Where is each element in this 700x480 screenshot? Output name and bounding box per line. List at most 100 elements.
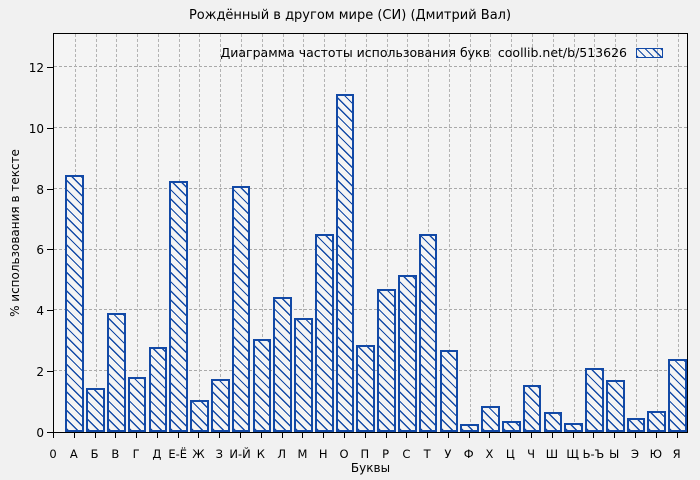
x-tick-mark bbox=[219, 433, 221, 438]
bar bbox=[668, 359, 687, 432]
bar bbox=[460, 424, 480, 432]
x-tick-mark bbox=[427, 433, 429, 438]
y-tick-label: 0 bbox=[36, 426, 44, 440]
x-tick-mark bbox=[572, 433, 574, 438]
bar bbox=[418, 234, 438, 432]
y-tick-label: 6 bbox=[36, 243, 44, 258]
bar bbox=[107, 313, 126, 432]
gridline-vertical bbox=[490, 34, 492, 432]
gridline-vertical bbox=[635, 34, 637, 432]
y-tick-mark bbox=[47, 127, 53, 129]
x-tick-mark bbox=[302, 433, 304, 438]
gridline-vertical bbox=[220, 34, 222, 432]
x-tick-mark bbox=[385, 433, 387, 438]
x-tick-mark bbox=[406, 433, 408, 438]
y-tick-label: 8 bbox=[36, 182, 44, 197]
x-tick-label: Ж bbox=[192, 447, 205, 461]
x-tick-mark bbox=[489, 433, 491, 438]
x-tick-mark bbox=[156, 433, 158, 438]
x-tick-label: Х bbox=[485, 447, 494, 461]
bar bbox=[127, 377, 147, 432]
x-tick-label: Н bbox=[318, 447, 328, 461]
x-tick-label: О bbox=[339, 447, 349, 461]
gridline-vertical bbox=[552, 34, 554, 432]
x-tick-label: Ч bbox=[527, 447, 535, 461]
legend-label: Диаграмма частоты использования букв coo… bbox=[220, 45, 627, 60]
bar bbox=[647, 410, 667, 432]
x-tick-mark bbox=[593, 433, 595, 438]
x-tick-label: Д bbox=[152, 447, 162, 461]
legend: Диаграмма частоты использования букв coo… bbox=[220, 45, 663, 60]
x-tick-label: П bbox=[360, 447, 370, 461]
x-tick-mark bbox=[343, 433, 345, 438]
gridline-vertical bbox=[365, 34, 367, 432]
bar bbox=[564, 422, 583, 432]
x-tick-mark bbox=[115, 433, 117, 438]
x-tick-mark bbox=[655, 433, 657, 438]
x-tick-mark bbox=[240, 433, 242, 438]
bar bbox=[543, 412, 563, 432]
x-tick-label: Ь-Ъ bbox=[582, 447, 605, 461]
x-tick-label: Э bbox=[630, 447, 639, 461]
bar bbox=[439, 349, 459, 432]
y-tick-mark bbox=[47, 371, 53, 373]
x-tick-mark bbox=[323, 433, 325, 438]
gridline-horizontal bbox=[54, 126, 687, 128]
gridline-vertical bbox=[282, 34, 284, 432]
x-tick-label: С bbox=[402, 447, 411, 461]
gridline-vertical bbox=[407, 34, 409, 432]
x-tick-mark bbox=[53, 433, 54, 438]
bar bbox=[481, 406, 500, 432]
x-tick-label: Ф bbox=[463, 447, 474, 461]
y-tick-label: 10 bbox=[28, 121, 44, 136]
gridline-vertical bbox=[615, 34, 617, 432]
x-tick-label: Л bbox=[277, 447, 286, 461]
x-tick-mark bbox=[94, 433, 96, 438]
y-tick-mark bbox=[47, 310, 53, 312]
x-tick-mark bbox=[136, 433, 138, 438]
x-tick-label: Р bbox=[382, 447, 390, 461]
x-origin-label: 0 bbox=[49, 447, 57, 461]
x-tick-label: Ш bbox=[545, 447, 558, 461]
y-axis-label: % использования в тексте bbox=[8, 149, 22, 317]
x-tick-mark bbox=[614, 433, 616, 438]
x-tick-label: Т bbox=[423, 447, 431, 461]
x-tick-label: Ц bbox=[505, 447, 515, 461]
x-tick-label: З bbox=[215, 447, 223, 461]
y-tick-mark bbox=[47, 432, 53, 433]
chart-title: Рождённый в другом мире (СИ) (Дмитрий Ва… bbox=[188, 8, 512, 23]
gridline-vertical bbox=[324, 34, 326, 432]
bar bbox=[501, 421, 521, 432]
bar bbox=[356, 345, 376, 432]
gridline-vertical bbox=[469, 34, 471, 432]
x-tick-label: Щ bbox=[566, 447, 579, 461]
y-tick-label: 12 bbox=[28, 60, 44, 75]
y-tick-label: 4 bbox=[36, 304, 44, 319]
bar bbox=[314, 234, 334, 432]
x-tick-mark bbox=[177, 433, 179, 438]
x-tick-label: Я bbox=[672, 447, 681, 461]
gridline-vertical bbox=[428, 34, 430, 432]
gridline-vertical bbox=[261, 34, 263, 432]
gridline-vertical bbox=[677, 34, 679, 432]
x-tick-label: К bbox=[256, 447, 265, 461]
gridline-vertical bbox=[157, 34, 159, 432]
x-tick-mark bbox=[510, 433, 512, 438]
bar bbox=[231, 185, 251, 432]
legend-hatch-swatch-icon bbox=[636, 47, 663, 58]
bar bbox=[522, 384, 542, 432]
bar bbox=[585, 368, 604, 432]
x-tick-mark bbox=[281, 433, 283, 438]
x-tick-label: И-Й bbox=[229, 447, 251, 461]
x-tick-label: В bbox=[111, 447, 120, 461]
x-tick-mark bbox=[551, 433, 553, 438]
y-tick-mark bbox=[47, 188, 53, 190]
x-tick-mark bbox=[676, 433, 678, 438]
x-tick-mark bbox=[73, 433, 75, 438]
gridline-horizontal bbox=[54, 248, 687, 250]
bar bbox=[65, 174, 85, 432]
bar bbox=[294, 317, 313, 432]
gridline-vertical bbox=[448, 34, 450, 432]
gridline-vertical bbox=[95, 34, 97, 432]
